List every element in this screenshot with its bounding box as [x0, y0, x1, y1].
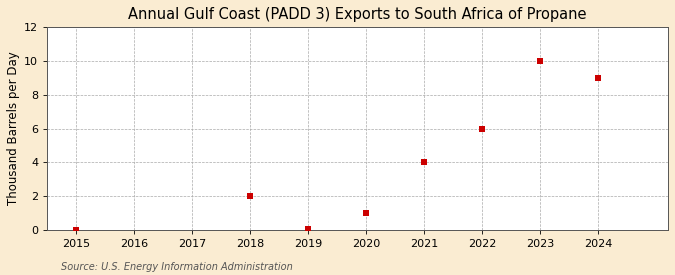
Point [361, 211, 372, 215]
Point [303, 227, 314, 231]
Title: Annual Gulf Coast (PADD 3) Exports to South Africa of Propane: Annual Gulf Coast (PADD 3) Exports to So… [128, 7, 587, 22]
Point [593, 76, 604, 80]
Point [71, 228, 82, 232]
Point [535, 59, 546, 63]
Point [477, 126, 488, 131]
Point [419, 160, 430, 164]
Y-axis label: Thousand Barrels per Day: Thousand Barrels per Day [7, 52, 20, 205]
Point [245, 194, 256, 198]
Text: Source: U.S. Energy Information Administration: Source: U.S. Energy Information Administ… [61, 262, 292, 272]
